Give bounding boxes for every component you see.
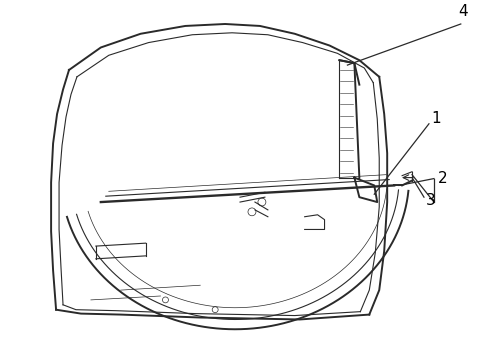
Text: 1: 1 <box>431 111 441 126</box>
Text: 2: 2 <box>438 171 447 186</box>
Text: 3: 3 <box>426 193 436 208</box>
Text: 4: 4 <box>458 4 467 19</box>
